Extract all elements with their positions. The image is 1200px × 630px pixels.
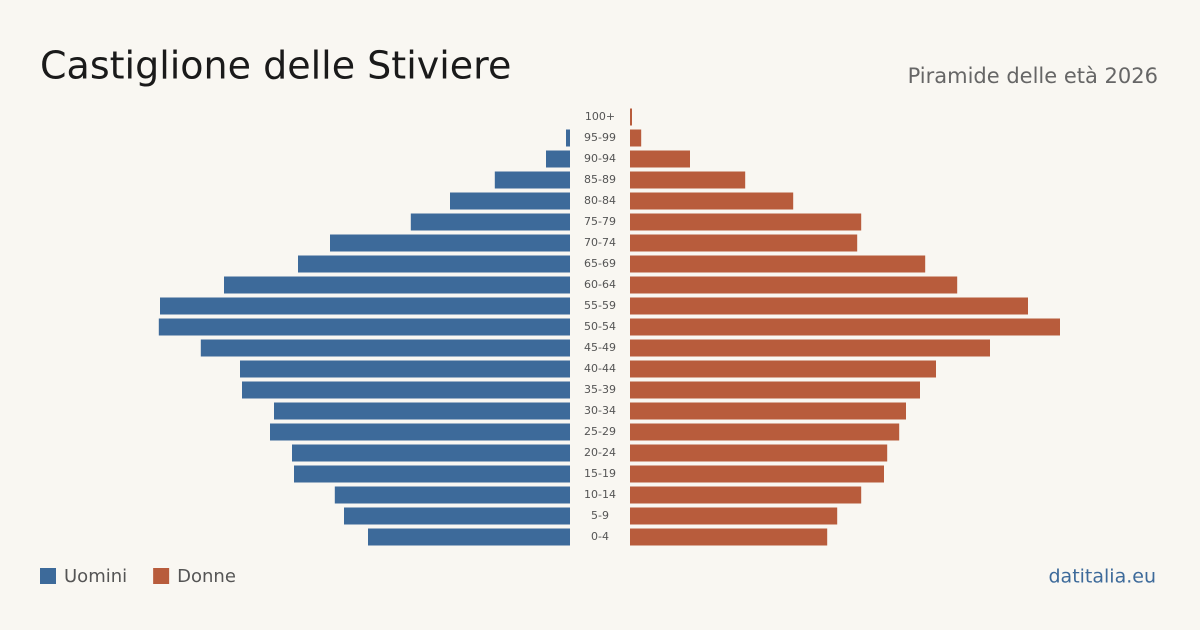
source: datitalia.eu [1049, 566, 1157, 588]
bar [546, 150, 570, 168]
bar [630, 213, 862, 231]
category-label: 50-54 [584, 320, 616, 333]
bar [566, 129, 570, 147]
bar [630, 129, 642, 147]
bar [630, 297, 1028, 315]
bar [410, 213, 570, 231]
category-label: 100+ [585, 110, 615, 123]
bar [630, 528, 828, 546]
category-label: 25-29 [584, 425, 616, 438]
bar [630, 486, 862, 504]
bar [630, 171, 746, 189]
bar [630, 150, 690, 168]
bar [630, 108, 632, 126]
bar [450, 192, 570, 210]
legend-swatch [153, 568, 170, 584]
category-label: 45-49 [584, 341, 616, 354]
legend-label: Donne [177, 566, 236, 587]
category-label: 75-79 [584, 215, 616, 228]
bar [630, 234, 858, 252]
bar [630, 318, 1060, 336]
bar [630, 465, 884, 483]
category-label: 35-39 [584, 383, 616, 396]
bar [298, 255, 570, 273]
bar [630, 507, 838, 525]
bar [344, 507, 570, 525]
bar [630, 444, 888, 462]
category-label: 15-19 [584, 467, 616, 480]
category-label: 10-14 [584, 488, 616, 501]
category-label: 65-69 [584, 257, 616, 270]
bar [630, 339, 990, 357]
category-label: 80-84 [584, 194, 616, 207]
bar [630, 423, 900, 441]
chart-title: Castiglione delle Stiviere [40, 44, 511, 88]
legend-label: Uomini [64, 566, 127, 587]
bar [292, 444, 570, 462]
bar [294, 465, 570, 483]
legend-swatch [40, 568, 56, 584]
bar [200, 339, 571, 357]
bar [630, 402, 906, 420]
category-label: 70-74 [584, 236, 616, 249]
bar [630, 276, 958, 294]
bar [224, 276, 570, 294]
bar [270, 423, 570, 441]
bar [368, 528, 570, 546]
category-label: 90-94 [584, 152, 616, 165]
bar [274, 402, 570, 420]
bar [630, 381, 920, 399]
category-label: 40-44 [584, 362, 616, 375]
category-label: 55-59 [584, 299, 616, 312]
category-label: 95-99 [584, 131, 616, 144]
bar [494, 171, 570, 189]
category-label: 0-4 [591, 530, 609, 543]
category-label: 85-89 [584, 173, 616, 186]
bar [158, 318, 571, 336]
bar [630, 360, 936, 378]
bar [630, 255, 926, 273]
bar [160, 297, 570, 315]
bar [630, 192, 794, 210]
bar [330, 234, 570, 252]
bar [242, 381, 570, 399]
bar [240, 360, 570, 378]
chart-subtitle: Piramide delle età 2026 [908, 64, 1158, 88]
category-label: 60-64 [584, 278, 616, 291]
bar [334, 486, 570, 504]
category-label: 20-24 [584, 446, 616, 459]
category-label: 5-9 [591, 509, 609, 522]
category-label: 30-34 [584, 404, 616, 417]
